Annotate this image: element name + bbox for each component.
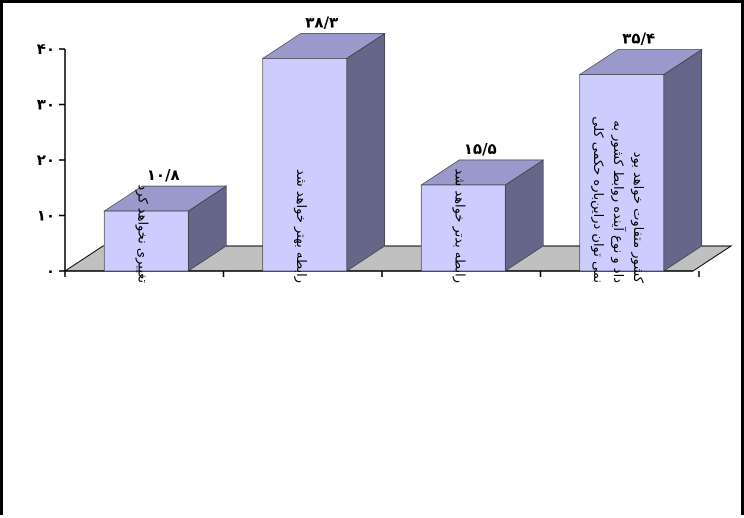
- y-tick-label: ۳۰: [37, 96, 55, 114]
- x-tick-label: تغییری نخواهد کرد: [134, 184, 149, 283]
- x-tick-label: رابطه بدتر خواهد شد: [451, 168, 466, 283]
- x-tick-label: کشور متفاوت خواهد بود: [630, 152, 645, 284]
- x-tick-label: داد و نوع آینده روابط کشور به: [610, 120, 627, 283]
- x-tick-label: رابطه بهتر خواهد شد: [293, 169, 308, 283]
- bar-side: [663, 48, 703, 272]
- bar: [262, 58, 348, 272]
- bar: [579, 74, 665, 272]
- data-label: ۱۵/۵: [464, 140, 497, 158]
- bar-side: [346, 32, 386, 272]
- x-tick-label: نمی توان دراین‌باره حکمی کلی: [590, 116, 605, 283]
- y-tick-label: ۱۰: [37, 207, 55, 225]
- bar: [103, 210, 189, 272]
- data-label: ۱۰/۸: [147, 166, 180, 184]
- y-tick-label: ۰: [46, 262, 55, 280]
- data-label: ۳۸/۳: [305, 13, 338, 31]
- y-tick-label: ۲۰: [37, 151, 55, 169]
- y-tick-label: ۴۰: [37, 40, 55, 58]
- data-label: ۳۵/۴: [622, 30, 655, 48]
- bar: [420, 184, 506, 272]
